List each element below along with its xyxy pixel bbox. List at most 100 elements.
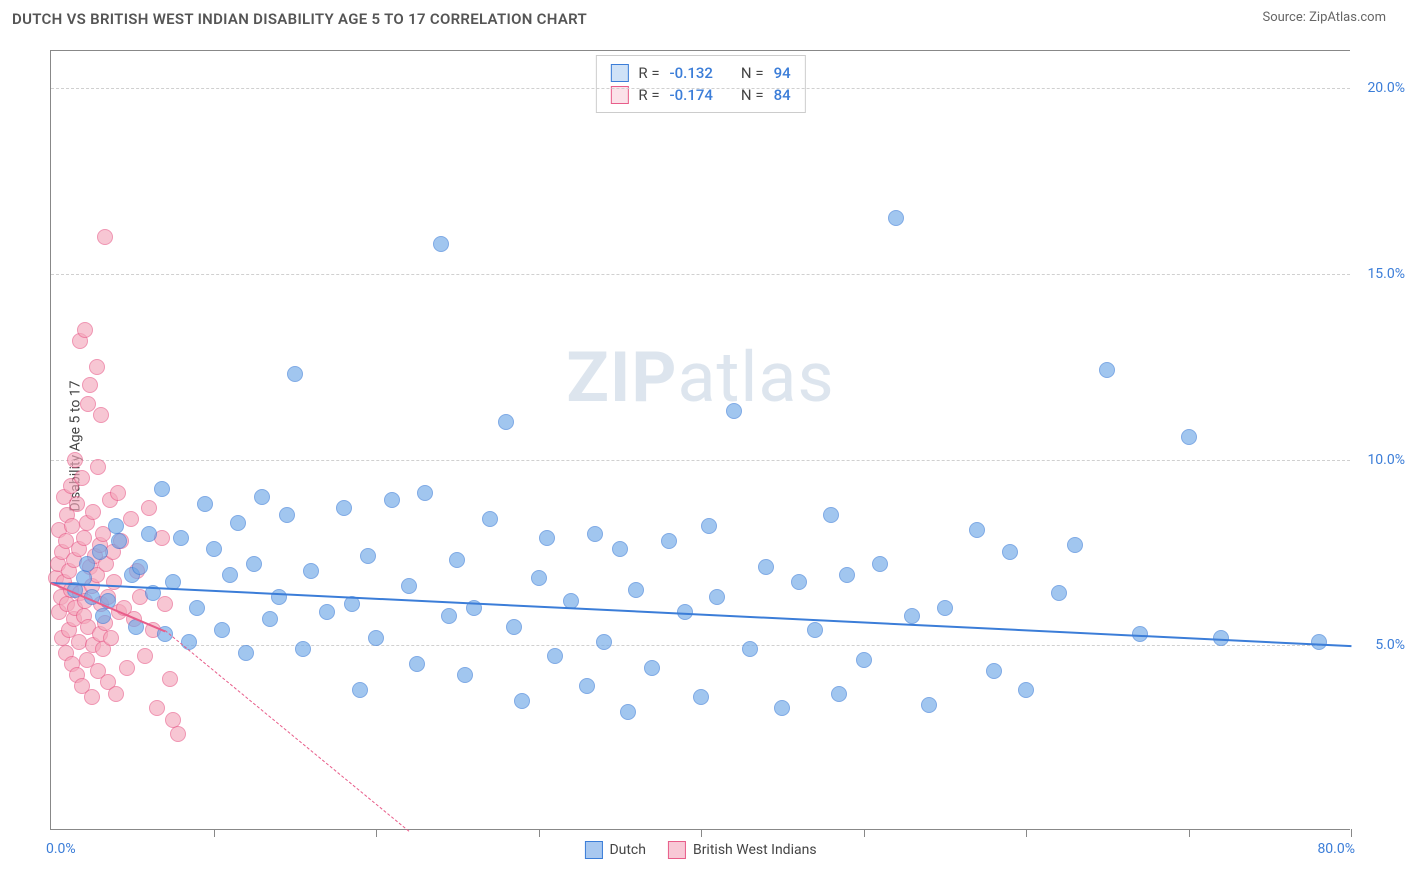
x-tick: [701, 829, 702, 837]
scatter-point: [206, 541, 222, 557]
scatter-point: [644, 660, 660, 676]
scatter-point: [620, 704, 636, 720]
scatter-point: [336, 500, 352, 516]
scatter-point: [539, 530, 555, 546]
r-value: -0.132: [670, 64, 713, 82]
scatter-point: [303, 563, 319, 579]
scatter-point: [137, 648, 153, 664]
scatter-point: [482, 511, 498, 527]
scatter-point: [506, 619, 522, 635]
scatter-point: [449, 552, 465, 568]
y-tick-label: 10.0%: [1367, 452, 1405, 468]
scatter-point: [401, 578, 417, 594]
watermark-light: atlas: [677, 337, 834, 419]
scatter-point: [807, 622, 823, 638]
scatter-point: [360, 548, 376, 564]
scatter-point: [904, 608, 920, 624]
scatter-point: [222, 567, 238, 583]
legend-item: Dutch: [584, 841, 646, 859]
scatter-point: [831, 686, 847, 702]
scatter-point: [872, 556, 888, 572]
scatter-point: [1311, 634, 1327, 650]
scatter-point: [79, 556, 95, 572]
scatter-point: [97, 229, 113, 245]
scatter-point: [108, 686, 124, 702]
legend-swatch: [668, 841, 686, 859]
scatter-point: [214, 622, 230, 638]
scatter-point: [197, 496, 213, 512]
scatter-point: [106, 574, 122, 590]
scatter-point: [758, 559, 774, 575]
scatter-point: [141, 526, 157, 542]
x-tick: [1351, 829, 1352, 837]
scatter-point: [823, 507, 839, 523]
scatter-point: [92, 544, 108, 560]
scatter-point: [441, 608, 457, 624]
scatter-point: [238, 645, 254, 661]
scatter-point: [76, 530, 92, 546]
scatter-point: [969, 522, 985, 538]
scatter-point: [774, 700, 790, 716]
scatter-point: [93, 407, 109, 423]
chart-title: DUTCH VS BRITISH WEST INDIAN DISABILITY …: [12, 10, 587, 28]
scatter-point: [85, 504, 101, 520]
scatter-point: [742, 641, 758, 657]
scatter-point: [95, 608, 111, 624]
scatter-point: [189, 600, 205, 616]
scatter-point: [295, 641, 311, 657]
scatter-point: [417, 485, 433, 501]
y-tick-label: 5.0%: [1375, 637, 1405, 653]
gridline-h: [51, 274, 1350, 275]
y-tick-label: 20.0%: [1367, 80, 1405, 96]
x-tick: [1189, 829, 1190, 837]
scatter-point: [279, 507, 295, 523]
scatter-point: [701, 518, 717, 534]
scatter-point: [856, 652, 872, 668]
scatter-point: [165, 712, 181, 728]
scatter-point: [384, 492, 400, 508]
scatter-point: [1181, 429, 1197, 445]
scatter-point: [709, 589, 725, 605]
x-max-label: 80.0%: [1317, 841, 1355, 857]
x-tick: [539, 829, 540, 837]
legend-item: British West Indians: [668, 841, 817, 859]
scatter-point: [149, 700, 165, 716]
scatter-point: [937, 600, 953, 616]
scatter-point: [69, 496, 85, 512]
scatter-point: [409, 656, 425, 672]
scatter-point: [77, 322, 93, 338]
n-prefix: N =: [741, 64, 764, 82]
scatter-point: [693, 689, 709, 705]
stats-legend: R =-0.132N =94R =-0.174N =84: [595, 55, 805, 113]
legend-swatch: [584, 841, 602, 859]
scatter-point: [246, 556, 262, 572]
r-prefix: R =: [638, 64, 659, 82]
watermark-bold: ZIP: [566, 337, 677, 419]
scatter-point: [1018, 682, 1034, 698]
scatter-point: [433, 236, 449, 252]
x-tick: [376, 829, 377, 837]
scatter-point: [726, 403, 742, 419]
scatter-point: [74, 470, 90, 486]
scatter-point: [108, 518, 124, 534]
scatter-point: [986, 663, 1002, 679]
scatter-point: [84, 689, 100, 705]
scatter-point: [230, 515, 246, 531]
scatter-point: [89, 359, 105, 375]
trend-line: [51, 582, 1351, 647]
x-origin-label: 0.0%: [46, 841, 76, 857]
legend-label: British West Indians: [693, 842, 817, 858]
scatter-point: [170, 726, 186, 742]
scatter-point: [262, 611, 278, 627]
gridline-h: [51, 88, 1350, 89]
scatter-point: [579, 678, 595, 694]
legend-label: Dutch: [609, 842, 646, 858]
x-tick: [1026, 829, 1027, 837]
scatter-point: [628, 582, 644, 598]
scatter-point: [1051, 585, 1067, 601]
bottom-legend: Dutch British West Indians: [584, 841, 816, 859]
scatter-point: [888, 210, 904, 226]
scatter-point: [162, 671, 178, 687]
scatter-point: [661, 533, 677, 549]
scatter-point: [531, 570, 547, 586]
